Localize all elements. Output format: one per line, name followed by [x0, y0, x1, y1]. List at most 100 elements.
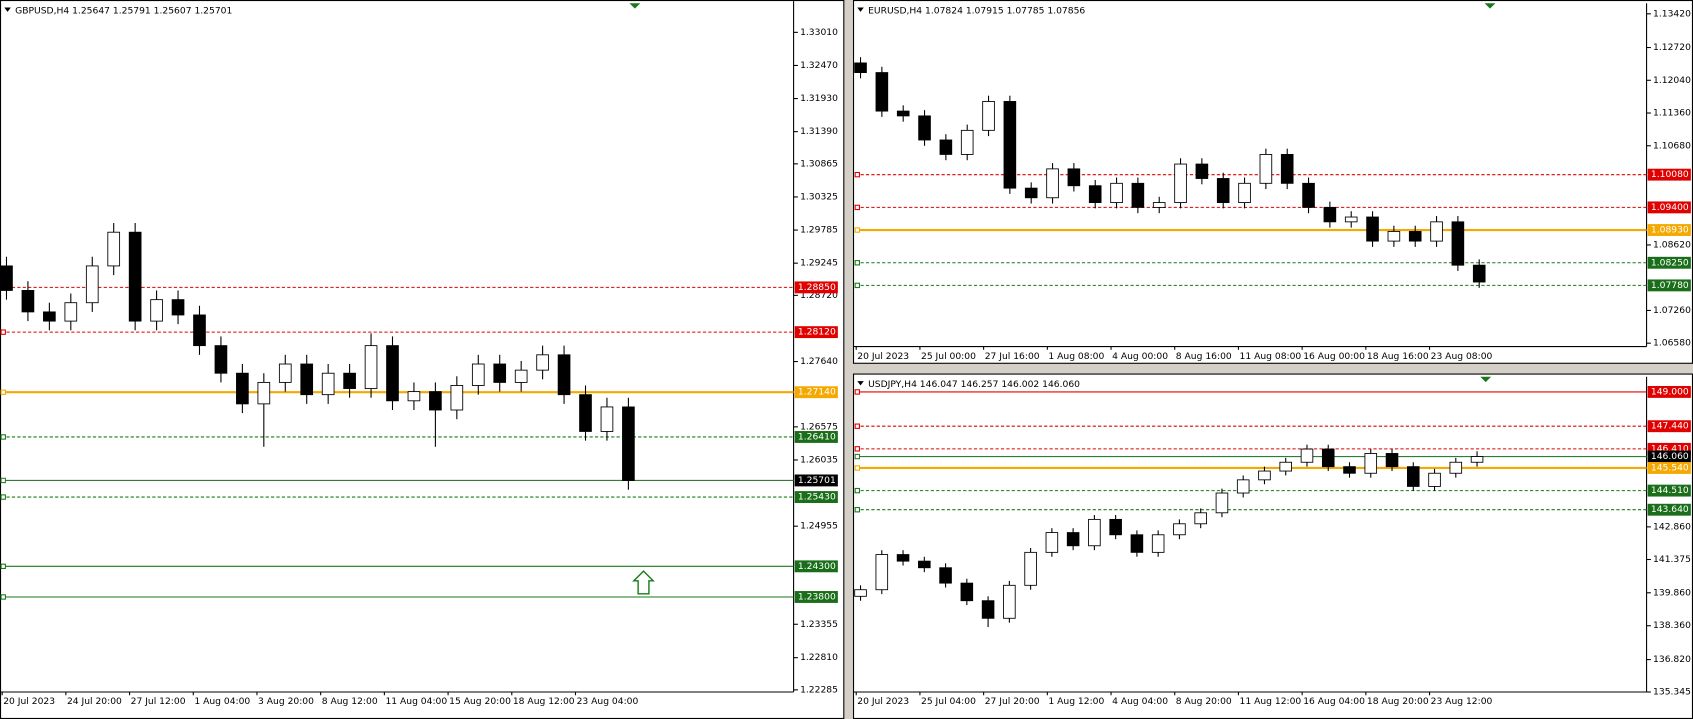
candle-body: [493, 363, 507, 383]
price-label: 1.27140: [798, 387, 836, 398]
symbol-menu-triangle: [857, 7, 864, 12]
price-label-box: [794, 560, 838, 573]
chart-header: GBPUSD,H4 1.25647 1.25791 1.25607 1.2570…: [15, 5, 232, 16]
level-anchor: [0, 434, 6, 440]
candle-body: [918, 115, 931, 141]
candle-body: [214, 345, 228, 374]
y-tick-label: 1.06580: [1653, 338, 1691, 349]
y-tick-label: 1.13420: [1653, 8, 1691, 19]
candle-body: [1300, 448, 1314, 463]
level-anchor: [854, 453, 860, 460]
x-tick-label: 1 Aug 04:00: [194, 696, 250, 707]
y-tick-label: 1.11360: [1653, 108, 1691, 119]
candle-body: [1152, 202, 1166, 208]
price-label: 146.410: [1651, 443, 1689, 454]
x-tick-label: 11 Aug 12:00: [1240, 696, 1302, 707]
price-label: 1.09400: [1651, 202, 1689, 213]
candle-body: [1321, 448, 1335, 468]
candle-body: [343, 372, 356, 389]
price-label-box: [794, 431, 838, 443]
candle-body: [1406, 466, 1420, 487]
candle-body: [1236, 479, 1250, 494]
candle-body: [854, 62, 867, 74]
price-label-box: [1647, 256, 1691, 269]
candle-body: [171, 299, 185, 316]
x-tick-label: 25 Jul 04:00: [921, 696, 976, 707]
buy-arrow-icon[interactable]: [632, 570, 655, 595]
candle-body: [1344, 216, 1358, 223]
chart-panel: [0, 0, 845, 719]
candle-body: [1343, 466, 1356, 474]
candle-body: [896, 554, 910, 562]
level-anchor: [854, 389, 860, 395]
y-tick-label: 1.30865: [800, 158, 838, 169]
level-anchor: [854, 227, 860, 233]
level-anchor: [854, 204, 860, 211]
y-tick-label: 1.32470: [800, 60, 838, 71]
x-tick-label: 20 Jul 2023: [3, 696, 55, 707]
candle-body: [875, 554, 889, 591]
x-tick-label: 23 Aug 08:00: [1431, 351, 1493, 362]
x-tick-label: 27 Jul 16:00: [985, 351, 1040, 362]
candle-body: [300, 363, 314, 396]
candle-body: [600, 406, 614, 432]
y-tick-label: 1.27640: [800, 356, 838, 367]
candle-body: [1259, 153, 1273, 184]
candle-body: [1216, 178, 1230, 204]
candle-body: [1470, 456, 1484, 463]
candle-body: [450, 385, 464, 411]
y-tick-label: 139.860: [1653, 587, 1691, 598]
x-tick-label: 27 Jul 12:00: [131, 696, 186, 707]
candle-body: [960, 582, 974, 602]
y-tick-label: 142.860: [1653, 521, 1691, 532]
candle-body: [1194, 512, 1207, 525]
y-tick-label: 135.345: [1653, 687, 1691, 698]
level-anchor: [854, 423, 860, 429]
price-label: 149.000: [1651, 386, 1689, 397]
candle-body: [1449, 461, 1463, 474]
price-label: 144.510: [1651, 485, 1689, 496]
y-tick-label: 1.12720: [1653, 42, 1691, 53]
price-label-box: [794, 591, 838, 603]
level-anchor: [854, 507, 860, 513]
candle-body: [1408, 231, 1422, 242]
price-label: 1.10080: [1651, 169, 1689, 180]
candle-body: [939, 139, 953, 155]
candle-body: [1003, 584, 1016, 619]
x-tick-label: 8 Aug 12:00: [322, 696, 378, 707]
candle-body: [0, 265, 13, 291]
candle-body: [1385, 453, 1399, 468]
y-tick-label: 1.07260: [1653, 305, 1691, 316]
level-anchor: [854, 487, 860, 494]
candle-body: [1088, 185, 1102, 204]
candle-body: [1173, 523, 1186, 536]
candle-body: [1215, 492, 1229, 514]
x-tick-label: 18 Aug 16:00: [1367, 351, 1429, 362]
candle-body: [960, 129, 974, 155]
y-tick-label: 1.08620: [1653, 239, 1691, 250]
candle-body: [407, 391, 421, 402]
price-label-box: [794, 491, 838, 503]
candle-body: [1174, 163, 1187, 204]
candle-body: [1067, 168, 1081, 187]
price-label: 1.23800: [798, 591, 836, 602]
candle-body: [1066, 532, 1080, 547]
shift-marker: [1484, 3, 1496, 9]
candle-body: [1387, 231, 1401, 242]
price-label-box: [794, 281, 838, 294]
level-anchor: [0, 329, 6, 335]
price-label-box: [1647, 450, 1691, 463]
candle-body: [1003, 101, 1017, 189]
candle-body: [557, 354, 571, 396]
symbol-menu-triangle: [857, 381, 864, 386]
candle-body: [386, 345, 399, 402]
x-tick-label: 20 Jul 2023: [857, 696, 909, 707]
symbol-menu-triangle: [4, 7, 11, 12]
candle-body: [429, 391, 442, 411]
y-tick-label: 1.23355: [800, 619, 838, 630]
chart-header: EURUSD,H4 1.07824 1.07915 1.07785 1.0785…: [868, 5, 1085, 16]
candle-body: [536, 354, 549, 371]
x-tick-label: 23 Aug 04:00: [577, 696, 639, 707]
candle-body: [1045, 532, 1059, 553]
